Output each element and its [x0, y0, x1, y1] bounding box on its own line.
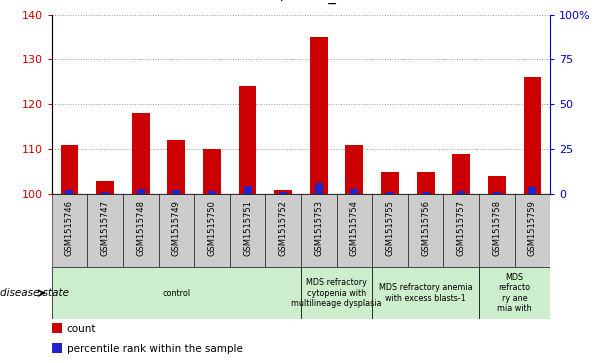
- Text: MDS refractory
cytopenia with
multilineage dysplasia: MDS refractory cytopenia with multilinea…: [291, 278, 382, 308]
- Bar: [408, 194, 443, 267]
- Text: GSM1515746: GSM1515746: [65, 200, 74, 256]
- Bar: [66, 190, 74, 194]
- Bar: [528, 187, 536, 194]
- Text: GSM1515759: GSM1515759: [528, 200, 537, 256]
- Text: GSM1515751: GSM1515751: [243, 200, 252, 256]
- Bar: [372, 194, 408, 267]
- Bar: [443, 194, 479, 267]
- Text: GSM1515756: GSM1515756: [421, 200, 430, 256]
- Bar: [123, 194, 159, 267]
- Text: disease state: disease state: [0, 288, 69, 298]
- Text: MDS
refracto
ry ane
mia with: MDS refracto ry ane mia with: [497, 273, 532, 313]
- Bar: [96, 181, 114, 194]
- Text: GSM1515752: GSM1515752: [278, 200, 288, 256]
- Bar: [52, 194, 88, 267]
- Bar: [194, 194, 230, 267]
- Bar: [514, 194, 550, 267]
- Bar: [381, 172, 399, 194]
- Text: percentile rank within the sample: percentile rank within the sample: [67, 344, 243, 354]
- Bar: [230, 194, 265, 267]
- Bar: [265, 194, 301, 267]
- Text: GSM1515749: GSM1515749: [172, 200, 181, 256]
- Bar: [61, 145, 78, 194]
- Bar: [372, 267, 479, 319]
- Bar: [203, 149, 221, 194]
- Text: GSM1515755: GSM1515755: [385, 200, 395, 256]
- Bar: [345, 145, 363, 194]
- Bar: [274, 190, 292, 194]
- Bar: [208, 191, 216, 194]
- Bar: [386, 192, 394, 194]
- Bar: [52, 267, 301, 319]
- Bar: [523, 77, 541, 194]
- Bar: [337, 194, 372, 267]
- Bar: [52, 323, 61, 333]
- Bar: [310, 37, 328, 194]
- Bar: [279, 192, 287, 194]
- Text: count: count: [67, 325, 96, 334]
- Text: GDS5622 / ILMN_1700583: GDS5622 / ILMN_1700583: [204, 0, 404, 4]
- Bar: [132, 113, 150, 194]
- Bar: [159, 194, 194, 267]
- Bar: [488, 176, 506, 194]
- Text: GSM1515754: GSM1515754: [350, 200, 359, 256]
- Text: MDS refractory anemia
with excess blasts-1: MDS refractory anemia with excess blasts…: [379, 284, 472, 303]
- Text: GSM1515747: GSM1515747: [100, 200, 109, 256]
- Bar: [172, 190, 181, 194]
- Bar: [101, 192, 109, 194]
- Bar: [301, 194, 337, 267]
- Bar: [137, 189, 145, 194]
- Bar: [88, 194, 123, 267]
- Text: control: control: [162, 289, 190, 298]
- Bar: [244, 186, 252, 194]
- Text: GSM1515748: GSM1515748: [136, 200, 145, 256]
- Bar: [479, 267, 550, 319]
- Bar: [452, 154, 470, 194]
- Bar: [301, 267, 372, 319]
- Bar: [315, 183, 323, 194]
- Text: GSM1515758: GSM1515758: [492, 200, 502, 256]
- Text: GSM1515750: GSM1515750: [207, 200, 216, 256]
- Bar: [167, 140, 185, 194]
- Bar: [416, 172, 435, 194]
- Bar: [493, 192, 501, 194]
- Bar: [350, 189, 358, 194]
- Bar: [421, 192, 430, 194]
- Bar: [52, 343, 61, 354]
- Bar: [238, 86, 257, 194]
- Text: GSM1515753: GSM1515753: [314, 200, 323, 256]
- Bar: [479, 194, 514, 267]
- Text: GSM1515757: GSM1515757: [457, 200, 466, 256]
- Bar: [457, 191, 465, 194]
